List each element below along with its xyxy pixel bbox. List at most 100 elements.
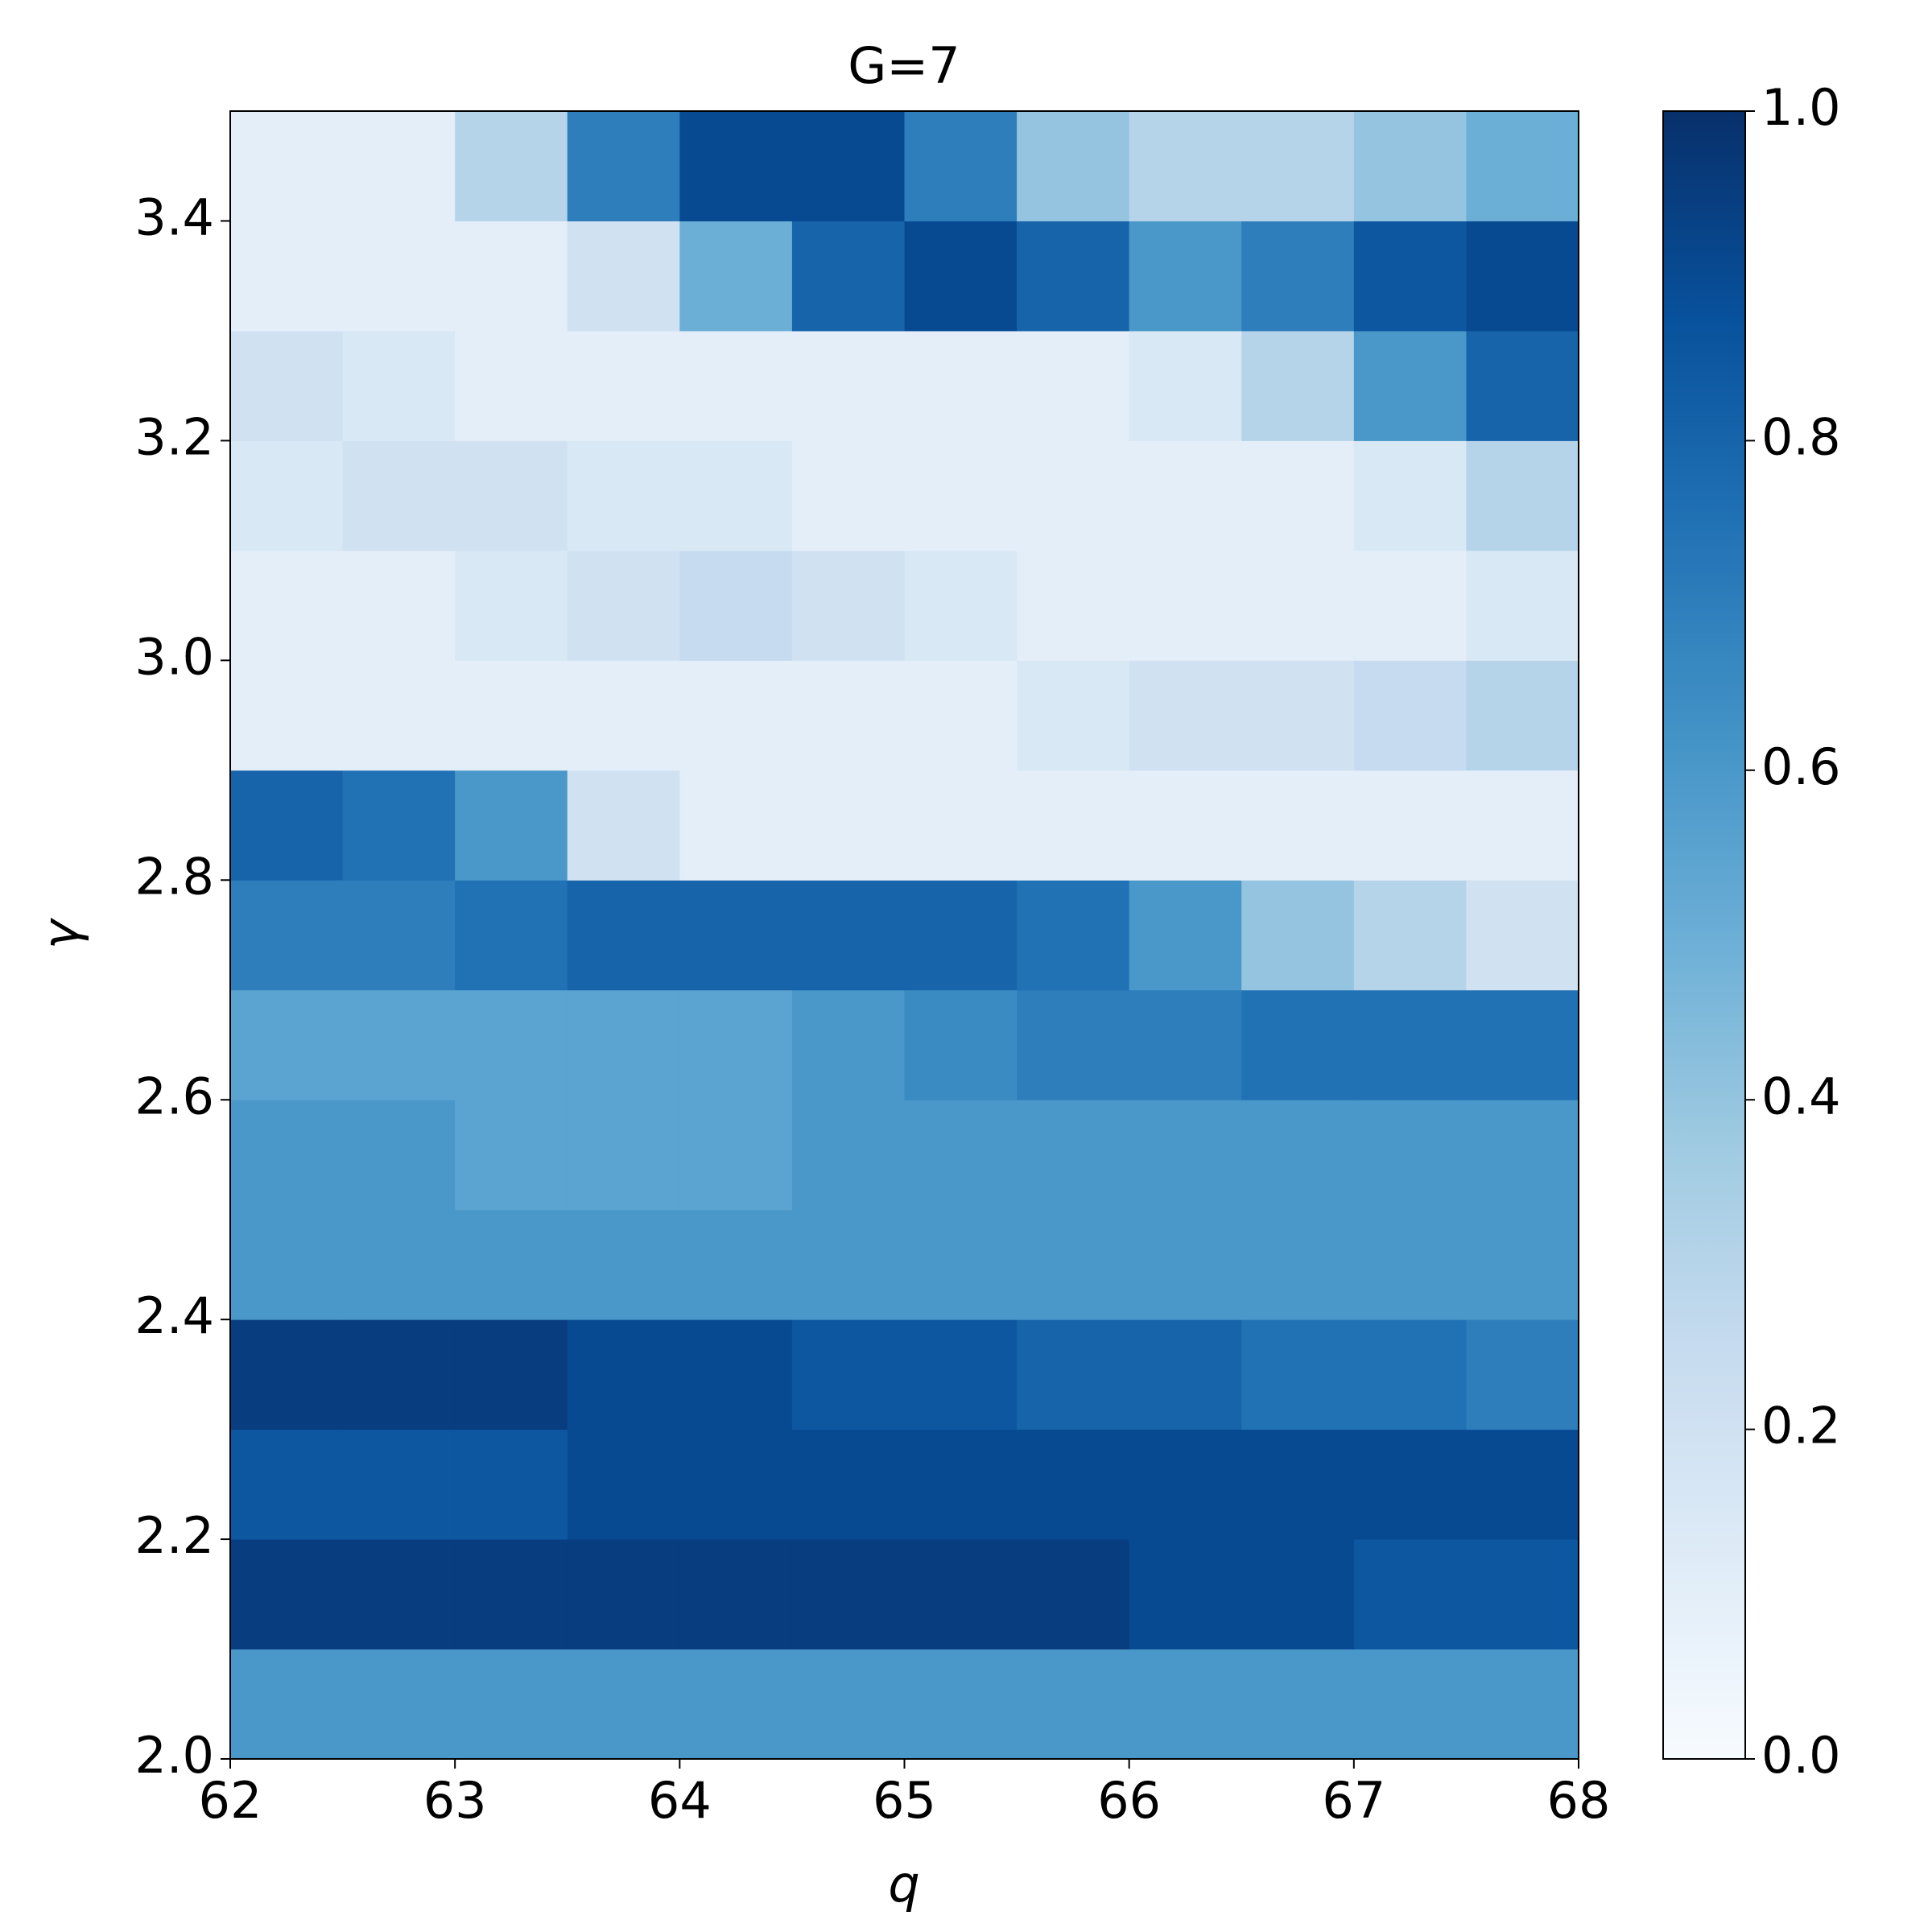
heatmap-cell xyxy=(1129,1100,1242,1211)
heatmap-cell xyxy=(1353,1649,1467,1759)
heatmap-cell xyxy=(1017,221,1130,332)
heatmap-cell xyxy=(1466,1539,1579,1650)
heatmap-cell xyxy=(679,221,793,332)
heatmap-cell xyxy=(1353,1209,1467,1320)
heatmap-cell xyxy=(567,330,680,441)
heatmap-cell xyxy=(1017,880,1130,991)
heatmap-cell xyxy=(904,770,1018,881)
heatmap-cell xyxy=(455,1209,568,1320)
heatmap-cell xyxy=(679,1100,793,1211)
heatmap-cell xyxy=(342,440,456,551)
heatmap-cell xyxy=(1129,330,1242,441)
heatmap-cell xyxy=(904,221,1018,332)
colorbar-tick-label: 1.0 xyxy=(1761,78,1841,137)
heatmap-cell xyxy=(679,440,793,551)
heatmap-cell xyxy=(455,550,568,661)
heatmap-cell xyxy=(1017,1429,1130,1540)
heatmap-cell xyxy=(791,880,905,991)
heatmap-cell xyxy=(791,1539,905,1650)
heatmap-cell xyxy=(1241,1539,1355,1650)
y-tick-label: 3.0 xyxy=(134,627,214,686)
heatmap-cell xyxy=(230,1429,344,1540)
heatmap-cell xyxy=(342,111,456,221)
heatmap-cell xyxy=(567,440,680,551)
heatmap-cell xyxy=(679,1319,793,1430)
heatmap-cell xyxy=(1466,221,1579,332)
heatmap-cell xyxy=(904,330,1018,441)
heatmap-cell xyxy=(230,111,344,221)
heatmap-cell xyxy=(679,770,793,881)
heatmap-cell xyxy=(230,221,344,332)
heatmap-cell xyxy=(1129,1649,1242,1759)
heatmap-cell xyxy=(791,221,905,332)
heatmap-cell xyxy=(342,550,456,661)
heatmap-cell xyxy=(1129,221,1242,332)
heatmap-cell xyxy=(1353,440,1467,551)
heatmap-cell xyxy=(791,330,905,441)
heatmap-cell xyxy=(1129,1539,1242,1650)
x-tick-label: 62 xyxy=(199,1771,262,1830)
heatmap-cell xyxy=(230,1319,344,1430)
heatmap-cell xyxy=(1129,660,1242,771)
heatmap-cell xyxy=(1017,770,1130,881)
heatmap-cell xyxy=(1353,1100,1467,1211)
heatmap-cell xyxy=(1241,1429,1355,1540)
heatmap-cell xyxy=(455,330,568,441)
heatmap-cell xyxy=(342,989,456,1100)
heatmap-cell xyxy=(230,770,344,881)
heatmap-cell xyxy=(1241,880,1355,991)
heatmap-cell xyxy=(1241,1319,1355,1430)
heatmap-cell xyxy=(230,880,344,991)
heatmap-cell xyxy=(791,1319,905,1430)
heatmap-cell xyxy=(1353,1429,1467,1540)
y-tick-label: 2.0 xyxy=(134,1726,214,1785)
heatmap-cell xyxy=(230,330,344,441)
heatmap-cell xyxy=(1241,550,1355,661)
heatmap-cell xyxy=(1353,770,1467,881)
heatmap-cell xyxy=(1241,770,1355,881)
heatmap-cell xyxy=(1017,330,1130,441)
heatmap-cell xyxy=(904,989,1018,1100)
heatmap-cell xyxy=(1353,660,1467,771)
chart-title: G=7 xyxy=(848,36,960,95)
heatmap-cell xyxy=(1241,1209,1355,1320)
colorbar-tick-label: 0.6 xyxy=(1761,737,1841,796)
heatmap-cell xyxy=(679,111,793,221)
heatmap-cell xyxy=(791,1429,905,1540)
heatmap-cell xyxy=(679,989,793,1100)
heatmap-cell xyxy=(791,770,905,881)
heatmap-cell xyxy=(567,1649,680,1759)
heatmap-cell xyxy=(904,660,1018,771)
x-tick-label: 68 xyxy=(1547,1771,1611,1830)
heatmap-cell xyxy=(230,1649,344,1759)
heatmap-cell xyxy=(679,1209,793,1320)
heatmap-cell xyxy=(904,440,1018,551)
heatmap-cell xyxy=(904,1649,1018,1759)
heatmap-cell xyxy=(342,221,456,332)
x-tick-label: 65 xyxy=(873,1771,936,1830)
x-tick-label: 63 xyxy=(423,1771,487,1830)
heatmap-cell xyxy=(1466,660,1579,771)
heatmap-cell xyxy=(1129,1209,1242,1320)
heatmap-cell xyxy=(1353,330,1467,441)
heatmap-cell xyxy=(455,1539,568,1650)
heatmap-cell xyxy=(1466,1649,1579,1759)
heatmap-cell xyxy=(230,1209,344,1320)
heatmap-cell xyxy=(679,1649,793,1759)
heatmap-cell xyxy=(1017,111,1130,221)
heatmap-cell xyxy=(1466,880,1579,991)
heatmap-cell xyxy=(1466,111,1579,221)
y-tick-label: 2.6 xyxy=(134,1067,214,1125)
heatmap-cell xyxy=(342,660,456,771)
heatmap-cell xyxy=(342,330,456,441)
heatmap-cell xyxy=(1017,1539,1130,1650)
heatmap-cell xyxy=(1241,1100,1355,1211)
y-axis-label: γ xyxy=(31,917,90,949)
heatmap-cell xyxy=(567,880,680,991)
heatmap-cell xyxy=(455,111,568,221)
heatmap-cell xyxy=(567,770,680,881)
heatmap-cell xyxy=(791,1209,905,1320)
heatmap-cell xyxy=(1129,111,1242,221)
heatmap-cell xyxy=(342,1539,456,1650)
heatmap-cell xyxy=(1129,880,1242,991)
